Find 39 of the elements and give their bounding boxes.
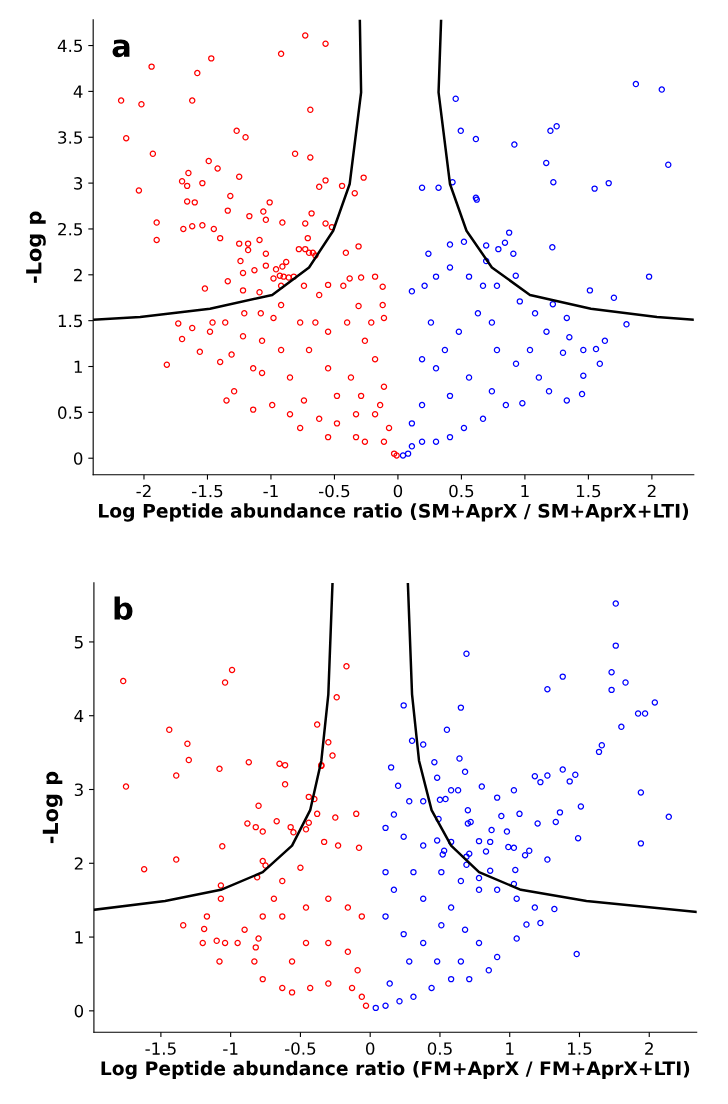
x-tick-label: 2 [645, 1042, 653, 1055]
x-tick-label: -1.5 [192, 484, 223, 498]
x-tick-label: 0.5 [449, 484, 474, 498]
x-tick-label: -1.5 [145, 1042, 176, 1055]
y-tick-label: 3 [74, 783, 83, 797]
x-tick-label: 2 [647, 484, 656, 498]
y-axis-title: -Log p [42, 771, 63, 844]
x-tick-label: 0 [393, 484, 403, 498]
y-tick-label: 4.5 [57, 39, 83, 53]
x-tick-label: -0.5 [319, 484, 350, 498]
y-tick-label: 2 [74, 268, 82, 282]
y-tick-label: 1.5 [58, 314, 83, 328]
y-tick-label: 1 [75, 931, 83, 944]
x-axis-title: Log Peptide abundance ratio (SM+AprX / SM+AprX+LTI) [99, 503, 689, 522]
y-tick-label: 3 [74, 177, 83, 190]
x-tick-label: 1.5 [568, 1042, 592, 1055]
chart-title: b [114, 596, 133, 621]
y-tick-label: 0.5 [58, 406, 83, 419]
x-tick-label: 1 [521, 484, 529, 498]
y-tick-label: 5 [74, 636, 83, 649]
x-tick-label: 0 [365, 1042, 375, 1055]
chart-title: a [112, 39, 130, 58]
y-tick-label: 4 [74, 709, 84, 723]
y-tick-label: 4 [73, 85, 83, 98]
x-tick-label: -0.5 [284, 1042, 316, 1055]
y-axis-title: -Log p [26, 211, 46, 283]
y-tick-label: 2.5 [58, 222, 83, 236]
y-tick-label: 1 [74, 360, 82, 373]
y-tick-label: 2 [74, 857, 83, 870]
x-tick-label: 1.5 [576, 484, 601, 498]
y-tick-label: 0 [74, 1004, 84, 1018]
x-tick-label: -1 [263, 484, 278, 498]
y-tick-label: 0 [73, 452, 83, 465]
y-tick-label: 3.5 [58, 131, 83, 144]
x-axis-title: Log Peptide abundance ratio (FM+AprX / FM+AprX+LTI) [101, 1060, 690, 1080]
x-tick-label: -2 [136, 484, 151, 498]
x-tick-label: 0.5 [427, 1042, 452, 1055]
x-tick-label: 1 [506, 1042, 514, 1055]
x-tick-label: -1 [223, 1042, 238, 1055]
